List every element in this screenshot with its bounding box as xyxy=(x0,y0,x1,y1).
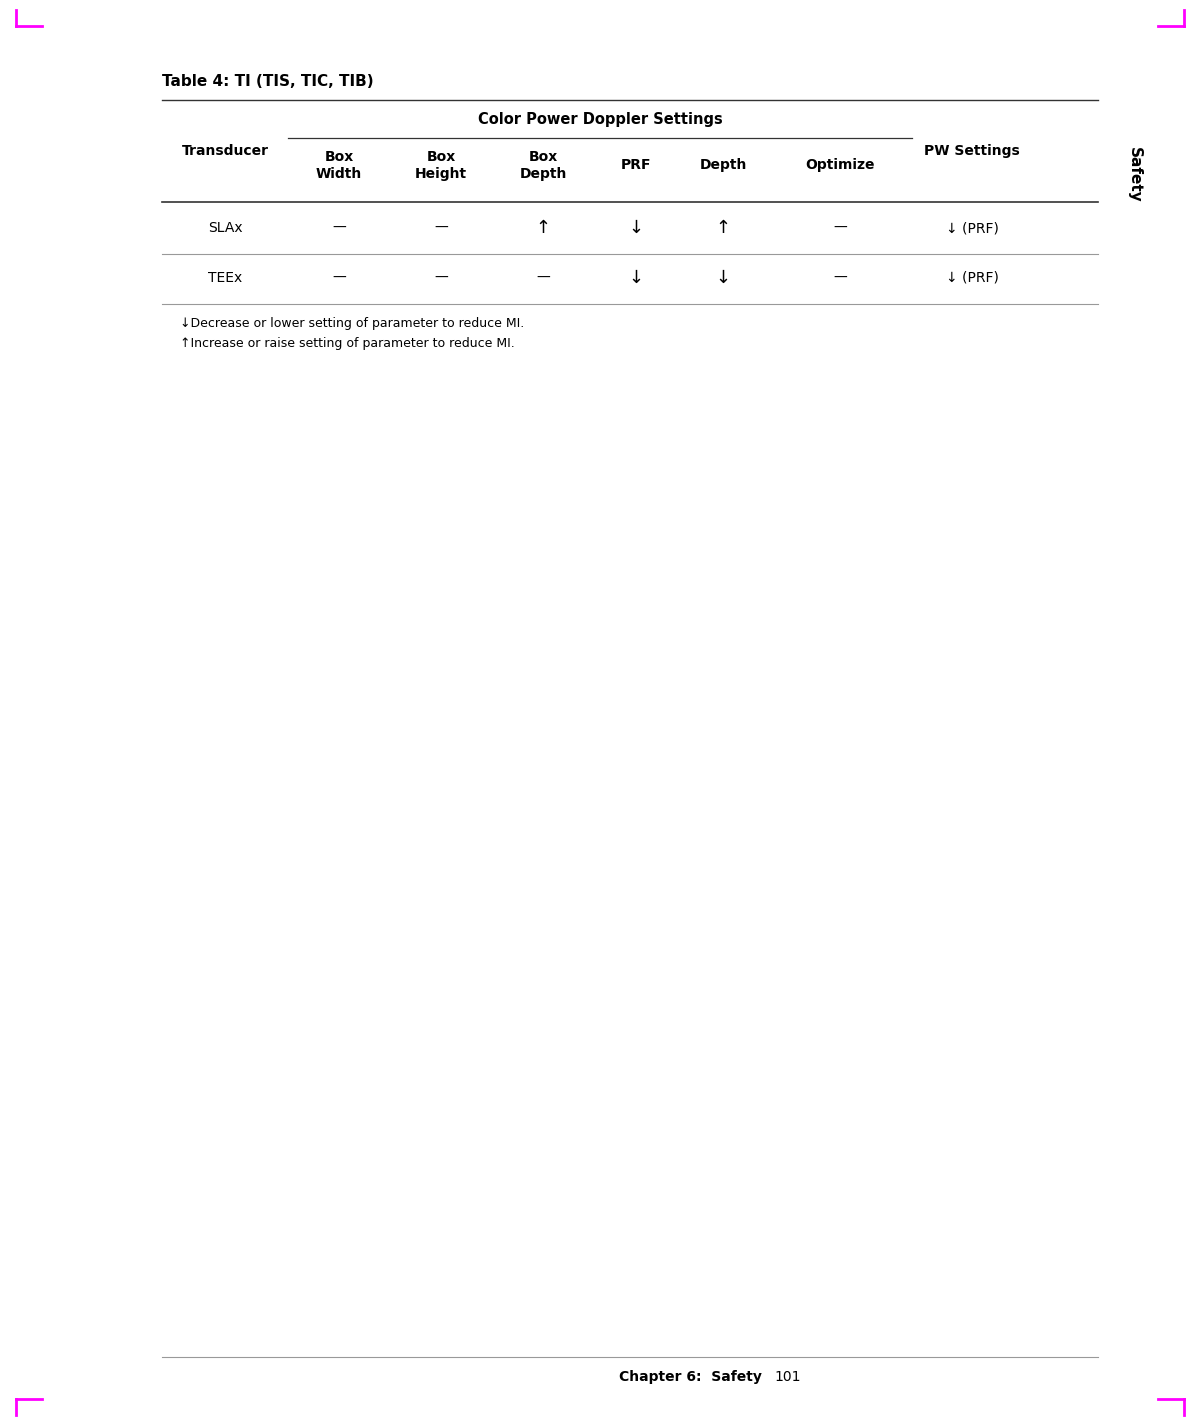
Text: Table 4: TI (TIS, TIC, TIB): Table 4: TI (TIS, TIC, TIB) xyxy=(162,74,373,88)
Text: Transducer: Transducer xyxy=(181,144,269,158)
Text: —: — xyxy=(833,271,847,285)
Text: —: — xyxy=(332,221,346,235)
Text: ↑: ↑ xyxy=(535,219,551,237)
Text: PRF: PRF xyxy=(620,158,652,172)
Text: —: — xyxy=(434,271,448,285)
Text: PW Settings: PW Settings xyxy=(924,144,1020,158)
Text: Chapter 6:  Safety: Chapter 6: Safety xyxy=(619,1369,762,1384)
Text: —: — xyxy=(332,271,346,285)
Text: ↓ (PRF): ↓ (PRF) xyxy=(946,271,998,285)
Text: ↓: ↓ xyxy=(629,269,643,286)
Text: Optimize: Optimize xyxy=(805,158,875,172)
Text: —: — xyxy=(434,221,448,235)
Text: Box
Depth: Box Depth xyxy=(520,150,566,181)
Text: TEEx: TEEx xyxy=(208,271,242,285)
Text: Depth: Depth xyxy=(700,158,746,172)
Text: —: — xyxy=(536,271,550,285)
Text: ↓: ↓ xyxy=(715,269,731,286)
Text: Box
Height: Box Height xyxy=(415,150,467,181)
Text: 101: 101 xyxy=(774,1369,800,1384)
Text: ↑: ↑ xyxy=(715,219,731,237)
Text: Box
Width: Box Width xyxy=(316,150,362,181)
Text: ↓ (PRF): ↓ (PRF) xyxy=(946,221,998,235)
Text: ↓Decrease or lower setting of parameter to reduce MI.: ↓Decrease or lower setting of parameter … xyxy=(180,316,524,331)
Text: Color Power Doppler Settings: Color Power Doppler Settings xyxy=(478,113,722,127)
Text: Safety: Safety xyxy=(1127,147,1142,204)
Text: —: — xyxy=(833,221,847,235)
Text: ↑Increase or raise setting of parameter to reduce MI.: ↑Increase or raise setting of parameter … xyxy=(180,336,515,351)
Text: ↓: ↓ xyxy=(629,219,643,237)
Text: SLAx: SLAx xyxy=(208,221,242,235)
